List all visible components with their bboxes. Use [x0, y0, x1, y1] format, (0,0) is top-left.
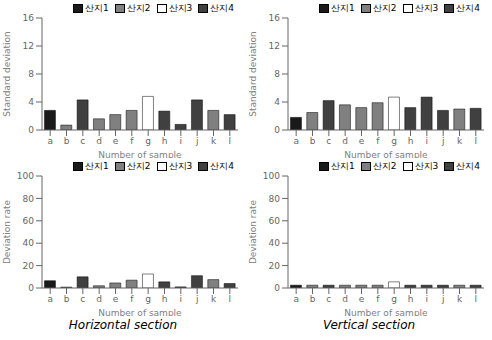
svg-text:l: l: [475, 136, 478, 146]
svg-text:j: j: [195, 136, 199, 146]
svg-text:g: g: [145, 136, 151, 146]
svg-text:k: k: [211, 136, 217, 146]
svg-text:100: 100: [17, 171, 34, 181]
svg-text:f: f: [130, 136, 134, 146]
svg-text:l: l: [229, 136, 232, 146]
svg-text:a: a: [47, 136, 53, 146]
svg-text:Standard deviation: Standard deviation: [8, 31, 12, 117]
svg-text:16: 16: [23, 13, 35, 23]
svg-text:j: j: [441, 136, 445, 146]
svg-text:40: 40: [23, 238, 35, 248]
svg-text:i: i: [426, 294, 429, 304]
svg-text:f: f: [130, 294, 134, 304]
svg-text:h: h: [408, 294, 414, 304]
html-text:산지3: 산지3: [414, 3, 439, 13]
svg-text:d: d: [342, 294, 348, 304]
html-text:산지4: 산지4: [456, 3, 480, 13]
svg-text:b: b: [64, 136, 70, 146]
svg-text:Number of sample: Number of sample: [98, 308, 182, 316]
svg-text:a: a: [293, 136, 299, 146]
svg-text:12: 12: [269, 41, 280, 51]
svg-text:16: 16: [269, 13, 281, 23]
svg-text:i: i: [180, 136, 183, 146]
svg-text:g: g: [145, 294, 151, 304]
svg-text:20: 20: [23, 261, 35, 271]
svg-text:Deviation rate: Deviation rate: [8, 199, 12, 264]
svg-text:40: 40: [269, 238, 281, 248]
svg-text:c: c: [80, 136, 85, 146]
html-text:산지1: 산지1: [85, 3, 109, 13]
svg-text:c: c: [326, 294, 331, 304]
svg-text:l: l: [229, 294, 232, 304]
svg-text:g: g: [391, 136, 397, 146]
svg-text:Number of sample: Number of sample: [344, 150, 428, 158]
svg-text:b: b: [64, 294, 70, 304]
svg-text:b: b: [310, 136, 316, 146]
svg-text:0: 0: [28, 125, 34, 135]
svg-text:k: k: [457, 136, 463, 146]
html-text:산지2: 산지2: [372, 161, 397, 171]
svg-text:f: f: [376, 294, 380, 304]
html-text:산지3: 산지3: [168, 161, 193, 171]
svg-text:d: d: [342, 136, 348, 146]
html-text:산지2: 산지2: [372, 3, 397, 13]
svg-text:d: d: [96, 294, 102, 304]
svg-text:e: e: [359, 136, 365, 146]
svg-text:Standard deviation: Standard deviation: [248, 31, 258, 117]
svg-text:j: j: [195, 294, 199, 304]
html-text:Vertical section: Vertical section: [322, 318, 416, 332]
svg-text:c: c: [80, 294, 85, 304]
svg-text:Number of sample: Number of sample: [344, 308, 428, 316]
svg-text:e: e: [359, 294, 365, 304]
svg-text:g: g: [391, 294, 397, 304]
html-text:Horizontal section: Horizontal section: [68, 318, 178, 332]
html-text:산지1: 산지1: [331, 161, 355, 171]
svg-text:60: 60: [23, 216, 35, 226]
svg-text:i: i: [180, 294, 183, 304]
svg-text:j: j: [441, 294, 445, 304]
svg-text:a: a: [47, 294, 53, 304]
svg-text:e: e: [113, 136, 119, 146]
svg-text:Deviation rate: Deviation rate: [248, 199, 258, 264]
svg-text:h: h: [162, 136, 168, 146]
svg-text:8: 8: [28, 69, 34, 79]
html-text:산지3: 산지3: [414, 161, 439, 171]
html-text:산지2: 산지2: [126, 3, 151, 13]
svg-text:a: a: [293, 294, 299, 304]
svg-text:60: 60: [269, 216, 281, 226]
svg-text:d: d: [96, 136, 102, 146]
html-text:산지3: 산지3: [168, 3, 193, 13]
html-text:산지4: 산지4: [210, 161, 234, 171]
svg-text:0: 0: [28, 283, 34, 293]
svg-text:0: 0: [274, 283, 280, 293]
svg-text:k: k: [457, 294, 463, 304]
svg-text:i: i: [426, 136, 429, 146]
html-text:산지1: 산지1: [85, 161, 109, 171]
svg-text:h: h: [162, 294, 168, 304]
svg-text:100: 100: [263, 171, 280, 181]
svg-text:l: l: [475, 294, 478, 304]
svg-text:e: e: [113, 294, 119, 304]
svg-text:8: 8: [274, 69, 280, 79]
svg-text:h: h: [408, 136, 414, 146]
svg-text:4: 4: [274, 97, 280, 107]
svg-text:k: k: [211, 294, 217, 304]
svg-text:80: 80: [23, 194, 35, 204]
svg-text:c: c: [326, 136, 331, 146]
html-text:산지4: 산지4: [210, 3, 234, 13]
svg-text:0: 0: [274, 125, 280, 135]
svg-text:20: 20: [269, 261, 281, 271]
svg-text:80: 80: [269, 194, 281, 204]
html-text:산지4: 산지4: [456, 161, 480, 171]
html-text:산지1: 산지1: [331, 3, 355, 13]
svg-text:Number of sample: Number of sample: [98, 150, 182, 158]
svg-text:f: f: [376, 136, 380, 146]
html-text:산지2: 산지2: [126, 161, 151, 171]
svg-text:4: 4: [28, 97, 34, 107]
svg-text:b: b: [310, 294, 316, 304]
svg-text:12: 12: [23, 41, 34, 51]
